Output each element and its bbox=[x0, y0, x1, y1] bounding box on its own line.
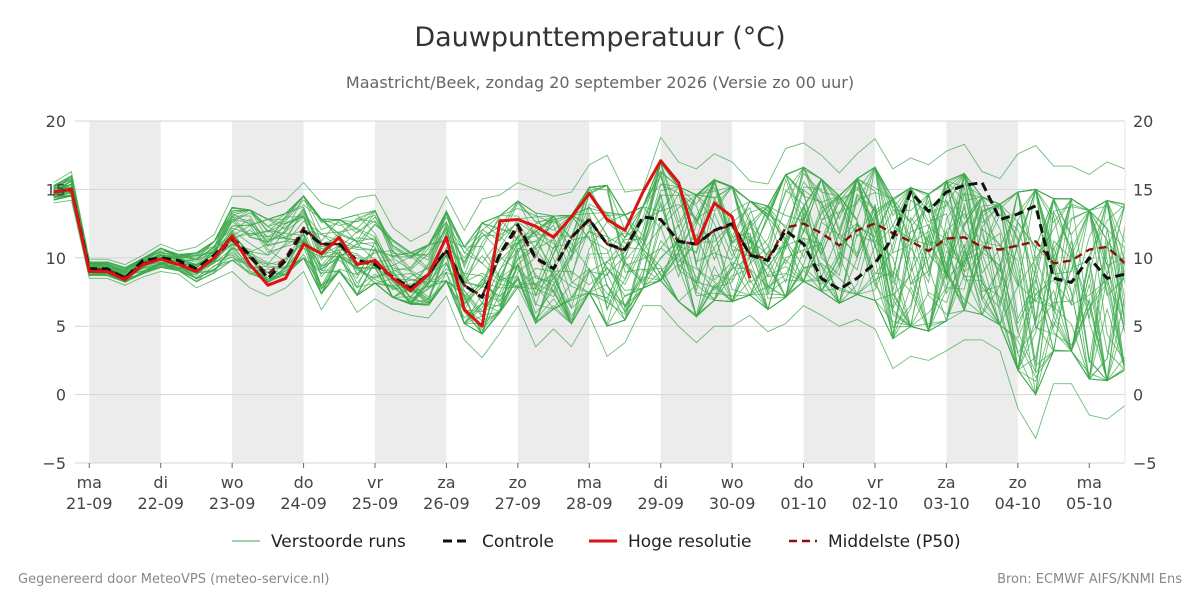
x-tick-day: vr bbox=[867, 473, 883, 492]
legend-ensemble-label: Verstoorde runs bbox=[271, 532, 406, 552]
y-tick-label-left: 5 bbox=[56, 317, 66, 336]
x-tick-day: wo bbox=[221, 473, 244, 492]
x-tick-day: zo bbox=[1009, 473, 1027, 492]
y-tick-label-right: −5 bbox=[1133, 454, 1157, 473]
x-tick-day: zo bbox=[509, 473, 527, 492]
x-tick-date: 04-10 bbox=[995, 494, 1042, 513]
axes: −5 −5 0 0 5 5 10 10 15 15 20 20 ma 21-09 di 22-09 wo 23-0… bbox=[42, 112, 1156, 513]
x-tick-day: di bbox=[653, 473, 668, 492]
y-tick-label-left: 10 bbox=[46, 249, 66, 268]
x-tick-day: vr bbox=[367, 473, 383, 492]
y-tick-label-right: 5 bbox=[1133, 317, 1143, 336]
ensemble-member-line bbox=[53, 187, 1126, 335]
x-tick-day: do bbox=[294, 473, 314, 492]
x-tick-date: 03-10 bbox=[923, 494, 970, 513]
x-tick-date: 30-09 bbox=[709, 494, 756, 513]
ensemble-member-line bbox=[53, 175, 1126, 381]
y-tick-label-left: −5 bbox=[42, 454, 66, 473]
x-tick-date: 01-10 bbox=[780, 494, 827, 513]
footer-credit: Gegenereerd door MeteoVPS (meteo-service… bbox=[18, 572, 330, 587]
legend-median-label: Middelste (P50) bbox=[828, 532, 961, 552]
x-tick-date: 24-09 bbox=[280, 494, 327, 513]
high-res-line bbox=[53, 159, 752, 328]
x-tick-day: za bbox=[437, 473, 455, 492]
main-series bbox=[53, 159, 1126, 328]
chart-title: Dauwpunttemperatuur (°C) bbox=[414, 22, 786, 53]
x-tick-date: 22-09 bbox=[137, 494, 184, 513]
median-p50-line bbox=[53, 188, 1126, 298]
x-tick-date: 28-09 bbox=[566, 494, 613, 513]
day-shading bbox=[803, 121, 875, 463]
day-shading bbox=[232, 121, 304, 463]
x-tick-day: ma bbox=[77, 473, 102, 492]
legend: Verstoorde runs Controle Hoge resolutie Mid… bbox=[232, 532, 961, 552]
x-tick-date: 25-09 bbox=[352, 494, 399, 513]
x-tick-day: ma bbox=[577, 473, 602, 492]
ensemble-member-line bbox=[53, 161, 1126, 327]
x-tick-day: wo bbox=[721, 473, 744, 492]
x-tick-day: za bbox=[937, 473, 955, 492]
y-tick-label-right: 10 bbox=[1133, 249, 1153, 268]
ensemble-member-low-line bbox=[53, 199, 1126, 440]
footer-source: Bron: ECMWF AIFS/KNMI Ens bbox=[997, 572, 1182, 587]
ensemble-member-line bbox=[53, 172, 1126, 352]
x-tick-date: 23-09 bbox=[209, 494, 256, 513]
y-tick-label-left: 20 bbox=[46, 112, 66, 131]
ensemble-member-line bbox=[53, 185, 1126, 371]
x-tick-day: di bbox=[153, 473, 168, 492]
y-tick-label-right: 20 bbox=[1133, 112, 1153, 131]
y-tick-label-right: 0 bbox=[1133, 386, 1143, 405]
day-shading bbox=[89, 121, 161, 463]
x-tick-day: do bbox=[794, 473, 814, 492]
x-tick-date: 21-09 bbox=[66, 494, 113, 513]
legend-high-res-label: Hoge resolutie bbox=[628, 532, 752, 552]
y-tick-label-left: 15 bbox=[46, 180, 66, 199]
chart-subtitle: Maastricht/Beek, zondag 20 september 202… bbox=[345, 73, 855, 92]
y-tick-label-left: 0 bbox=[56, 386, 66, 405]
x-tick-date: 26-09 bbox=[423, 494, 470, 513]
legend-control-label: Controle bbox=[482, 532, 554, 552]
ensemble-member-line bbox=[53, 170, 1126, 362]
ensemble-member-high-line bbox=[53, 136, 1126, 266]
x-tick-date: 27-09 bbox=[495, 494, 542, 513]
x-tick-date: 29-09 bbox=[637, 494, 684, 513]
x-tick-date: 05-10 bbox=[1066, 494, 1113, 513]
x-tick-day: ma bbox=[1077, 473, 1102, 492]
y-tick-label-right: 15 bbox=[1133, 180, 1153, 199]
x-tick-date: 02-10 bbox=[852, 494, 899, 513]
